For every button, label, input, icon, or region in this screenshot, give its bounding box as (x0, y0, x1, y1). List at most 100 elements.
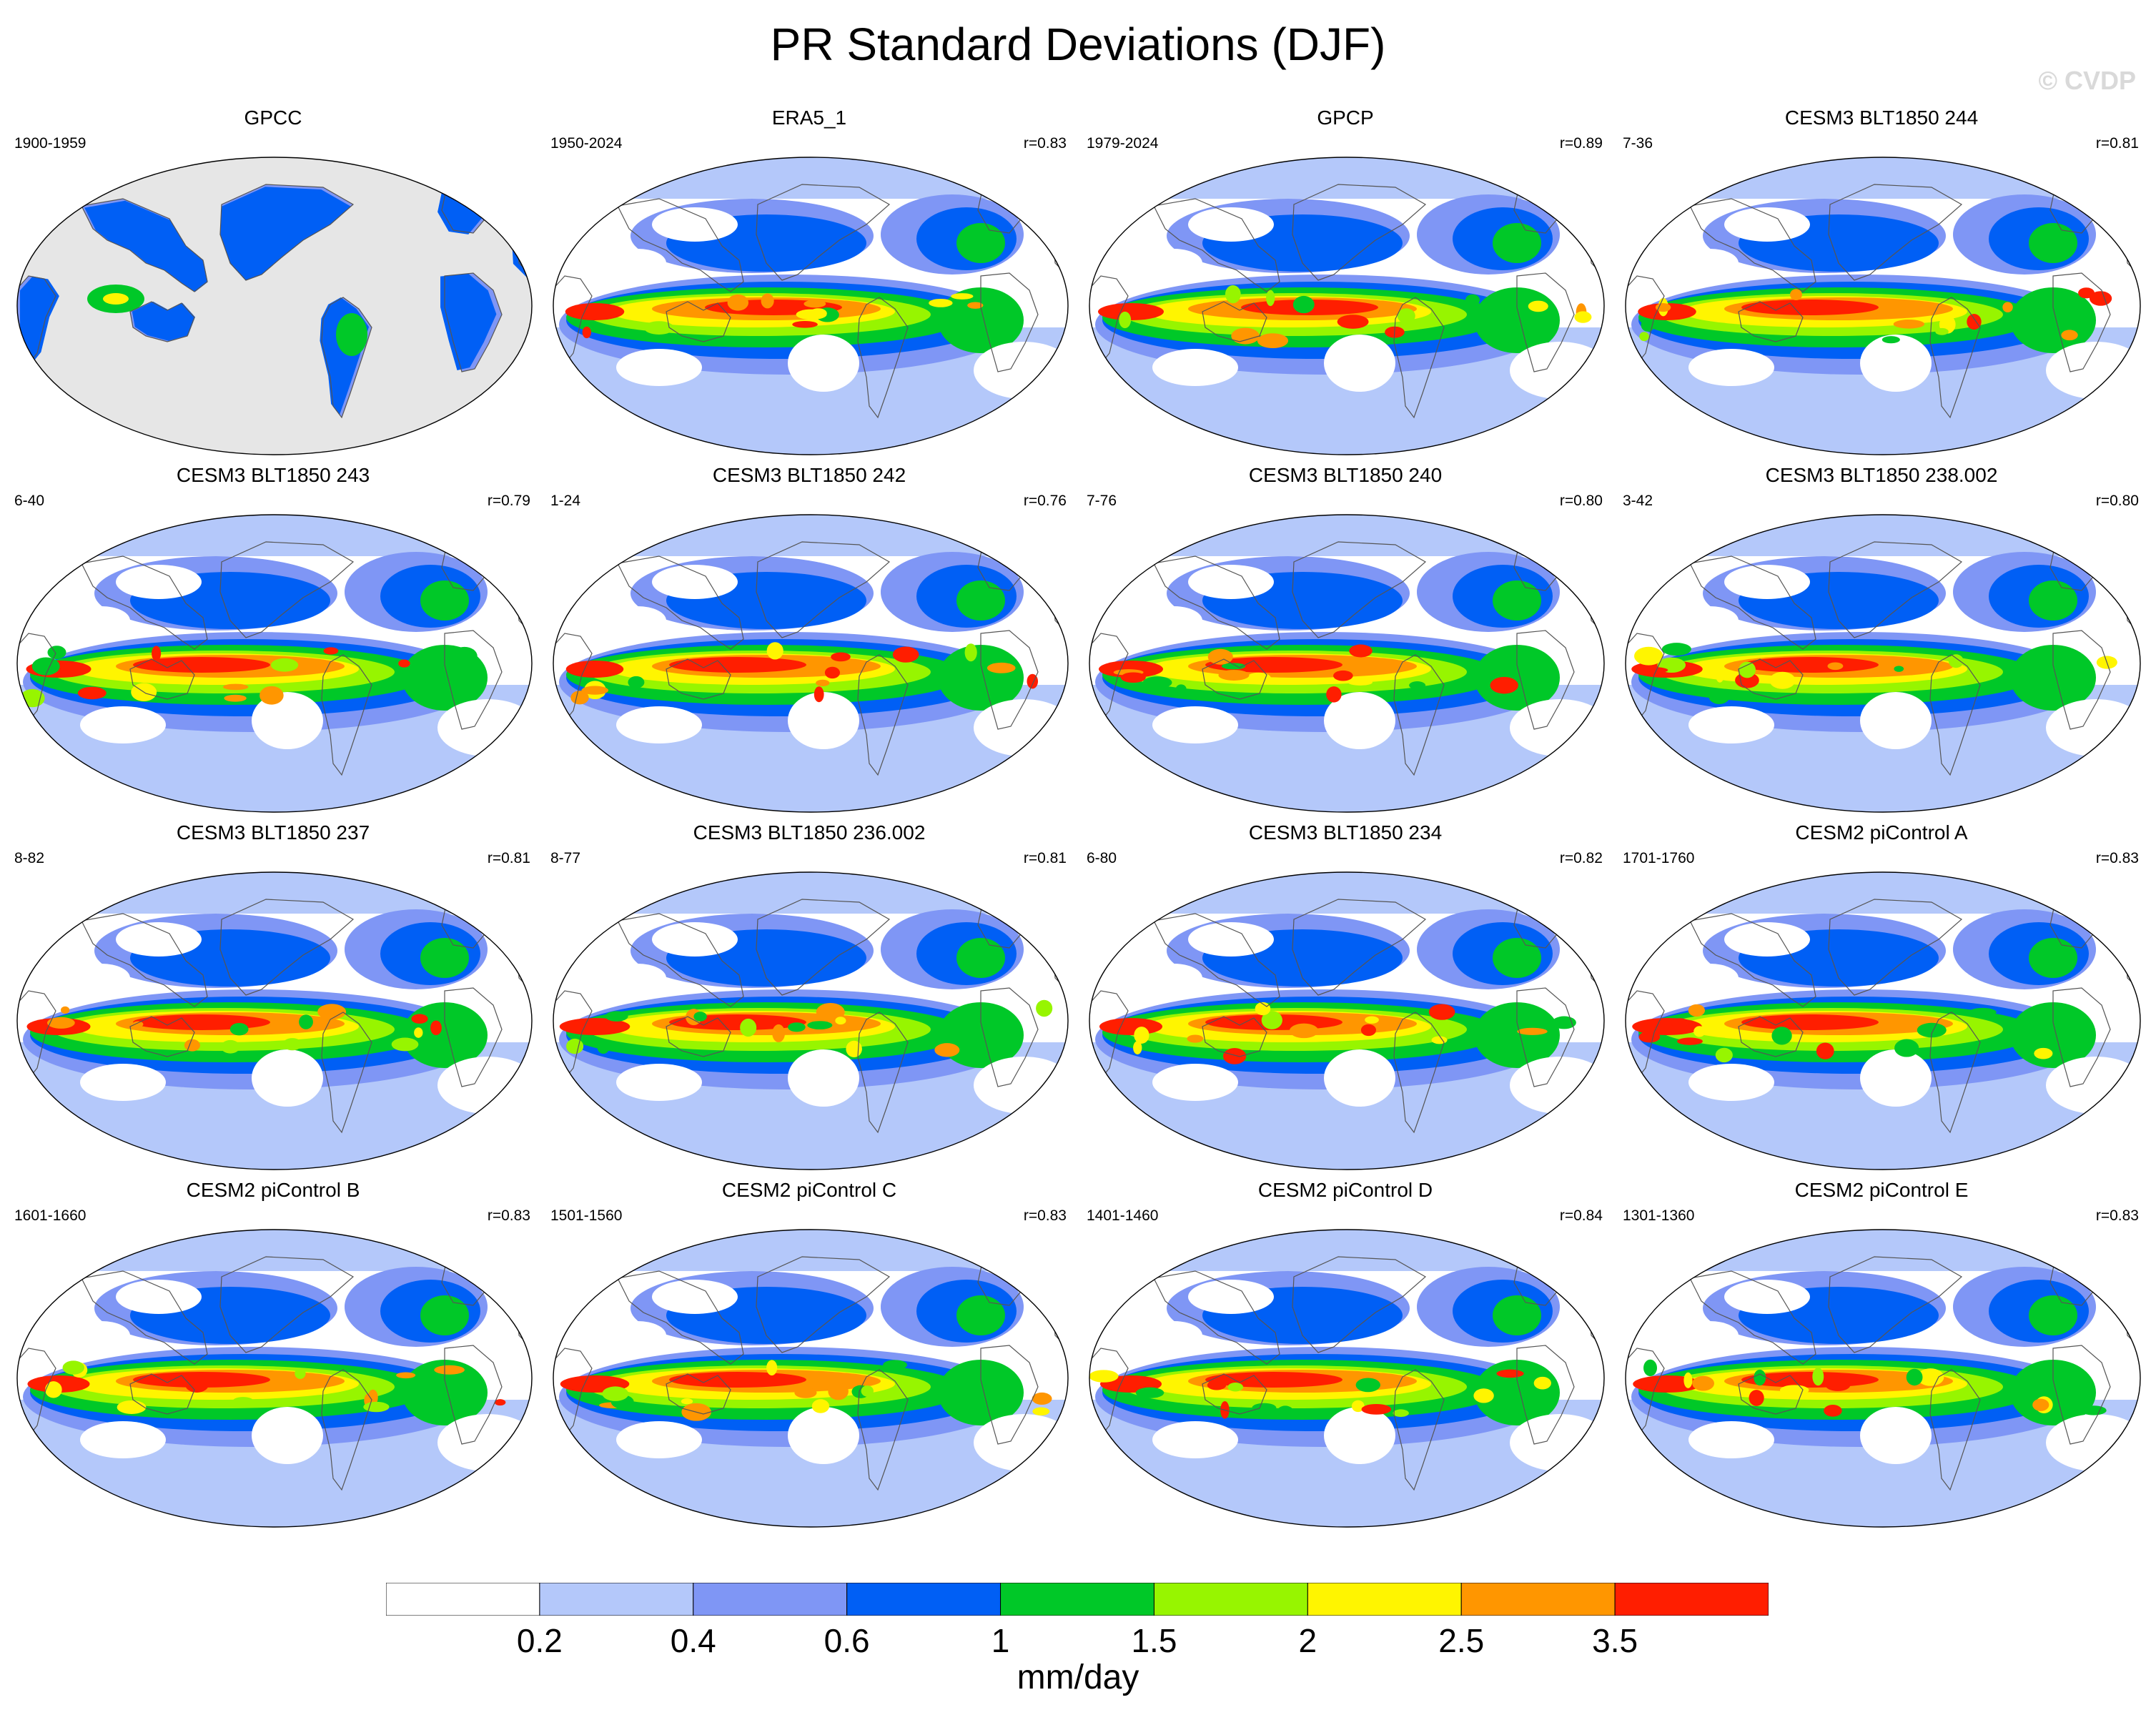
panel-title: CESM3 BLT1850 236.002 (693, 821, 926, 844)
map-plot (1625, 514, 2141, 813)
panel-title: CESM3 BLT1850 244 (1784, 107, 1979, 129)
panel-correlation: r=0.80 (2095, 493, 2139, 509)
panel-title: CESM3 BLT1850 238.002 (1765, 464, 1998, 486)
panel-correlation: r=0.80 (1559, 493, 1603, 509)
panel-year-range: 1-24 (550, 493, 581, 509)
colorbar-tick-label: 2 (1298, 1622, 1317, 1659)
colorbar (386, 1583, 1769, 1616)
panel-correlation: r=0.76 (1023, 493, 1067, 509)
panel-correlation: r=0.81 (487, 850, 530, 866)
colorbar-tick-label: 1.5 (1131, 1622, 1177, 1659)
map-panel: CESM3 BLT1850 242 1-24 r=0.76 (545, 463, 1074, 821)
map-panel: CESM2 piControl D 1401-1460 r=0.84 (1081, 1178, 1610, 1536)
panel-title: GPCC (244, 107, 302, 129)
map-panel: CESM3 BLT1850 237 8-82 r=0.81 (9, 821, 538, 1178)
panel-year-range: 1979-2024 (1087, 135, 1159, 152)
panel-title: CESM3 BLT1850 242 (712, 464, 906, 486)
panel-correlation: r=0.81 (2095, 135, 2139, 152)
map-panel: CESM2 piControl E 1301-1360 r=0.83 (1617, 1178, 2146, 1536)
map-panel: CESM3 BLT1850 234 6-80 r=0.82 (1081, 821, 1610, 1178)
panel-year-range: 6-40 (14, 493, 45, 509)
map-plot (553, 1229, 1069, 1528)
watermark: © CVDP (2038, 66, 2136, 95)
colorbar-swatch (1307, 1583, 1462, 1616)
colorbar-units: mm/day (1017, 1659, 1139, 1696)
panel-year-range: 1301-1360 (1623, 1207, 1695, 1224)
panel-title: ERA5_1 (771, 107, 847, 129)
colorbar-swatch (1153, 1583, 1308, 1616)
panel-year-range: 1401-1460 (1087, 1207, 1159, 1224)
panel-title: CESM2 piControl B (186, 1179, 360, 1201)
panel-title: CESM3 BLT1850 237 (176, 821, 370, 844)
panel-correlation: r=0.83 (487, 1207, 530, 1224)
panel-title: CESM3 BLT1850 234 (1248, 821, 1443, 844)
panel-year-range: 3-42 (1623, 493, 1653, 509)
panel-correlation: r=0.89 (1559, 135, 1603, 152)
map-panel: CESM3 BLT1850 240 7-76 r=0.80 (1081, 463, 1610, 821)
colorbar-swatch (846, 1583, 1002, 1616)
colorbar-tick-label: 0.2 (516, 1622, 563, 1659)
panel-year-range: 1501-1560 (550, 1207, 623, 1224)
panel-year-range: 6-80 (1087, 850, 1117, 866)
colorbar-tick-label: 3.5 (1592, 1622, 1638, 1659)
map-panel: CESM2 piControl A 1701-1760 r=0.83 (1617, 821, 2146, 1178)
panel-title: CESM2 piControl D (1257, 1179, 1433, 1201)
colorbar-tick-label: 2.5 (1438, 1622, 1485, 1659)
map-plot (553, 871, 1069, 1170)
map-plot (1089, 871, 1605, 1170)
panel-year-range: 8-82 (14, 850, 45, 866)
colorbar-swatch (386, 1583, 540, 1616)
map-plot (16, 514, 533, 813)
map-panel: ERA5_1 1950-2024 r=0.83 (545, 106, 1074, 463)
colorbar-swatch (539, 1583, 694, 1616)
map-panel: CESM3 BLT1850 243 6-40 r=0.79 (9, 463, 538, 821)
panel-year-range: 7-76 (1087, 493, 1117, 509)
colorbar-swatch (693, 1583, 848, 1616)
map-plot (16, 871, 533, 1170)
panel-correlation: r=0.82 (1559, 850, 1603, 866)
map-plot (553, 514, 1069, 813)
panel-correlation: r=0.84 (1559, 1207, 1603, 1224)
colorbar-tick-label: 1 (991, 1622, 1010, 1659)
colorbar-tick-label: 0.6 (824, 1622, 870, 1659)
map-plot (1089, 157, 1605, 455)
map-plot (1625, 157, 2141, 455)
map-panel: GPCP 1979-2024 r=0.89 (1081, 106, 1610, 463)
map-plot (1625, 871, 2141, 1170)
panel-correlation: r=0.83 (1023, 1207, 1067, 1224)
panel-year-range: 1701-1760 (1623, 850, 1695, 866)
panel-title: CESM3 BLT1850 243 (176, 464, 370, 486)
colorbar-swatch (1460, 1583, 1616, 1616)
map-panel: CESM2 piControl B 1601-1660 r=0.83 (9, 1178, 538, 1536)
panel-year-range: 7-36 (1623, 135, 1653, 152)
map-plot (16, 1229, 533, 1528)
map-panel: CESM2 piControl C 1501-1560 r=0.83 (545, 1178, 1074, 1536)
map-panel: CESM3 BLT1850 238.002 3-42 r=0.80 (1617, 463, 2146, 821)
map-panel: CESM3 BLT1850 244 7-36 r=0.81 (1617, 106, 2146, 463)
colorbar-tick-label: 0.4 (670, 1622, 716, 1659)
panel-year-range: 1601-1660 (14, 1207, 86, 1224)
panel-title: CESM2 piControl E (1794, 1179, 1969, 1201)
page-title: PR Standard Deviations (DJF) (770, 19, 1386, 70)
panel-correlation: r=0.83 (2095, 850, 2139, 866)
panel-title: CESM3 BLT1850 240 (1248, 464, 1443, 486)
panel-correlation: r=0.81 (1023, 850, 1067, 866)
map-plot (553, 157, 1069, 455)
panel-correlation: r=0.83 (1023, 135, 1067, 152)
map-plot (16, 157, 533, 455)
panel-year-range: 1900-1959 (14, 135, 86, 152)
panel-correlation: r=0.83 (2095, 1207, 2139, 1224)
panel-year-range: 1950-2024 (550, 135, 623, 152)
map-plot (1625, 1229, 2141, 1528)
colorbar-swatch (1000, 1583, 1154, 1616)
panel-title: GPCP (1317, 107, 1374, 129)
map-panel: CESM3 BLT1850 236.002 8-77 r=0.81 (545, 821, 1074, 1178)
panel-title: CESM2 piControl C (721, 1179, 897, 1201)
map-panel: GPCC 1900-1959 (9, 106, 538, 463)
map-plot (1089, 1229, 1605, 1528)
panel-year-range: 8-77 (550, 850, 581, 866)
panel-correlation: r=0.79 (487, 493, 530, 509)
panel-title: CESM2 piControl A (1795, 821, 1968, 844)
map-plot (1089, 514, 1605, 813)
colorbar-swatch (1614, 1583, 1769, 1616)
